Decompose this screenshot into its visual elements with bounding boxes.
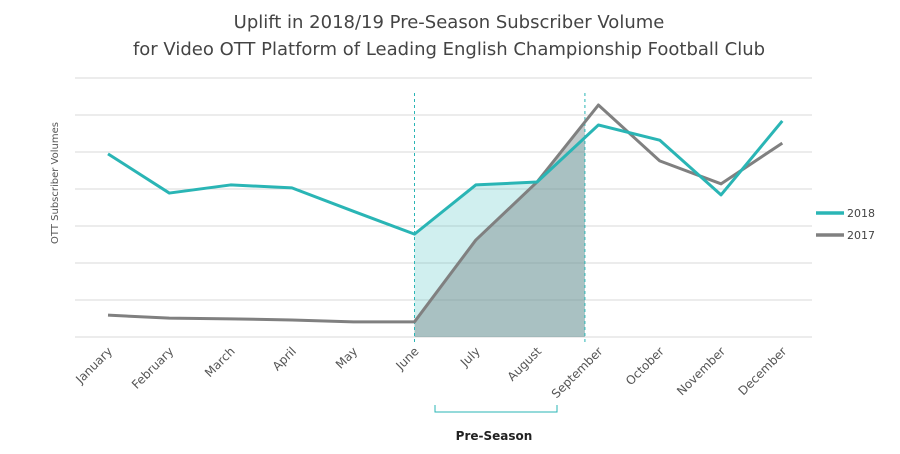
preseason-bracket xyxy=(434,405,558,413)
preseason-area-2018 xyxy=(414,137,585,337)
x-tick-label: July xyxy=(457,344,483,370)
x-tick-label: May xyxy=(333,344,360,371)
x-tick-label: March xyxy=(202,344,238,380)
preseason-label: Pre-Season xyxy=(456,429,533,443)
x-tick-label: June xyxy=(393,344,422,373)
x-tick-label: September xyxy=(549,344,606,401)
x-tick-label: January xyxy=(72,344,115,387)
x-tick-label: December xyxy=(736,344,790,398)
x-tick-label: April xyxy=(270,344,299,373)
series-line-2018 xyxy=(107,119,784,236)
x-tick-label: October xyxy=(623,344,667,388)
x-tick-label: August xyxy=(505,344,545,384)
x-tick-label: February xyxy=(129,344,177,392)
x-tick-label: November xyxy=(674,344,728,398)
legend-label-2018: 2018 xyxy=(847,207,875,220)
y-axis-label: OTT Subscriber Volumes xyxy=(50,122,61,244)
chart-title-line-1: Uplift in 2018/19 Pre-Season Subscriber … xyxy=(234,12,665,33)
legend-label-2017: 2017 xyxy=(847,229,875,242)
chart-title-line-2: for Video OTT Platform of Leading Englis… xyxy=(133,39,765,60)
series-line-2017 xyxy=(107,103,784,324)
